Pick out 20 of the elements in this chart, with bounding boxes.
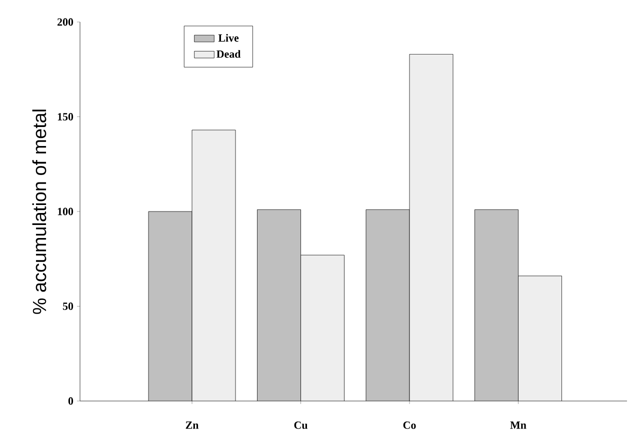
x-tick-label: Zn (186, 422, 199, 429)
bar (192, 130, 236, 401)
bar (366, 210, 410, 401)
bar (518, 276, 562, 401)
bar (410, 54, 454, 401)
x-tick-label: Co (403, 422, 416, 429)
bar (474, 209, 518, 401)
y-tick-label: 50 (62, 302, 74, 310)
legend-label: Dead (216, 50, 241, 58)
bar (148, 212, 192, 401)
bar (257, 210, 301, 401)
x-tick-label: Cu (294, 422, 308, 429)
y-tick-label: 200 (57, 18, 74, 26)
y-tick-label: 0 (68, 397, 74, 405)
y-axis-title: % accumulation of metal (32, 110, 46, 314)
legend-label: Live (218, 34, 239, 42)
y-tick-label: 100 (58, 208, 74, 216)
bar (300, 255, 344, 401)
y-tick-label: 150 (58, 113, 74, 120)
x-tick-label: Mn (510, 422, 526, 429)
